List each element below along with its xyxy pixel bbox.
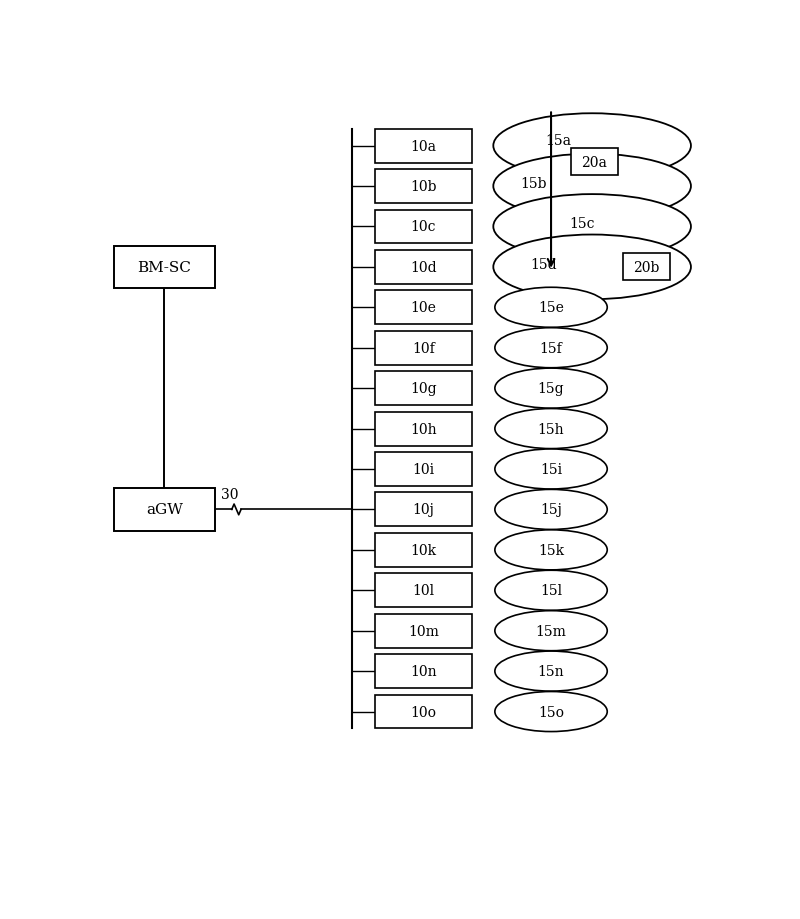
Ellipse shape [495, 449, 607, 490]
Bar [375, 251, 472, 285]
Bar [114, 246, 214, 289]
Text: 15j: 15j [540, 503, 562, 516]
Bar [375, 533, 472, 567]
Text: 15b: 15b [520, 176, 546, 191]
Ellipse shape [494, 235, 691, 300]
Bar [571, 149, 618, 176]
Text: 10j: 10j [413, 503, 434, 516]
Bar [375, 291, 472, 325]
Bar [375, 130, 472, 164]
Ellipse shape [495, 652, 607, 691]
Text: 15g: 15g [538, 381, 564, 396]
Ellipse shape [495, 490, 607, 530]
Text: 15k: 15k [538, 543, 564, 557]
Text: 10k: 10k [410, 543, 437, 557]
Bar [375, 413, 472, 446]
Text: 10d: 10d [410, 261, 437, 275]
Text: 10o: 10o [410, 705, 437, 719]
Text: 10h: 10h [410, 422, 437, 437]
Text: 10c: 10c [411, 221, 436, 234]
Text: 10g: 10g [410, 381, 437, 396]
Ellipse shape [495, 692, 607, 732]
Text: 30: 30 [222, 487, 239, 502]
Text: 15d: 15d [530, 257, 557, 271]
Ellipse shape [495, 530, 607, 570]
Bar [375, 170, 472, 204]
Bar [375, 452, 472, 486]
Text: 15c: 15c [569, 217, 594, 231]
Text: 20b: 20b [633, 261, 659, 275]
Bar [375, 695, 472, 729]
Text: 10f: 10f [412, 341, 435, 356]
Text: 10b: 10b [410, 180, 437, 194]
Text: 15f: 15f [540, 341, 562, 356]
Text: 15l: 15l [540, 584, 562, 597]
Ellipse shape [494, 154, 691, 219]
Text: 15m: 15m [536, 624, 566, 638]
Text: aGW: aGW [146, 503, 182, 516]
Text: 15e: 15e [538, 301, 564, 315]
Ellipse shape [494, 195, 691, 259]
Ellipse shape [495, 288, 607, 328]
Ellipse shape [495, 328, 607, 369]
Text: 15i: 15i [540, 462, 562, 476]
Text: 10n: 10n [410, 664, 437, 678]
Ellipse shape [495, 611, 607, 651]
Ellipse shape [495, 571, 607, 610]
Ellipse shape [495, 409, 607, 449]
Bar [375, 573, 472, 607]
Text: 15a: 15a [546, 134, 572, 148]
Bar [114, 489, 214, 531]
Bar [375, 210, 472, 244]
Text: 15h: 15h [538, 422, 564, 437]
Ellipse shape [494, 114, 691, 178]
Text: 10l: 10l [413, 584, 434, 597]
Bar [375, 654, 472, 688]
Bar [375, 332, 472, 365]
Bar [623, 255, 670, 281]
Text: 10i: 10i [413, 462, 434, 476]
Text: BM-SC: BM-SC [138, 261, 191, 275]
Ellipse shape [495, 369, 607, 409]
Text: 20a: 20a [582, 156, 607, 170]
Text: 15o: 15o [538, 705, 564, 719]
Text: 10a: 10a [410, 140, 437, 153]
Bar [375, 614, 472, 648]
Text: 10m: 10m [408, 624, 439, 638]
Bar [375, 493, 472, 527]
Text: 10e: 10e [410, 301, 437, 315]
Text: 15n: 15n [538, 664, 564, 678]
Bar [375, 372, 472, 405]
